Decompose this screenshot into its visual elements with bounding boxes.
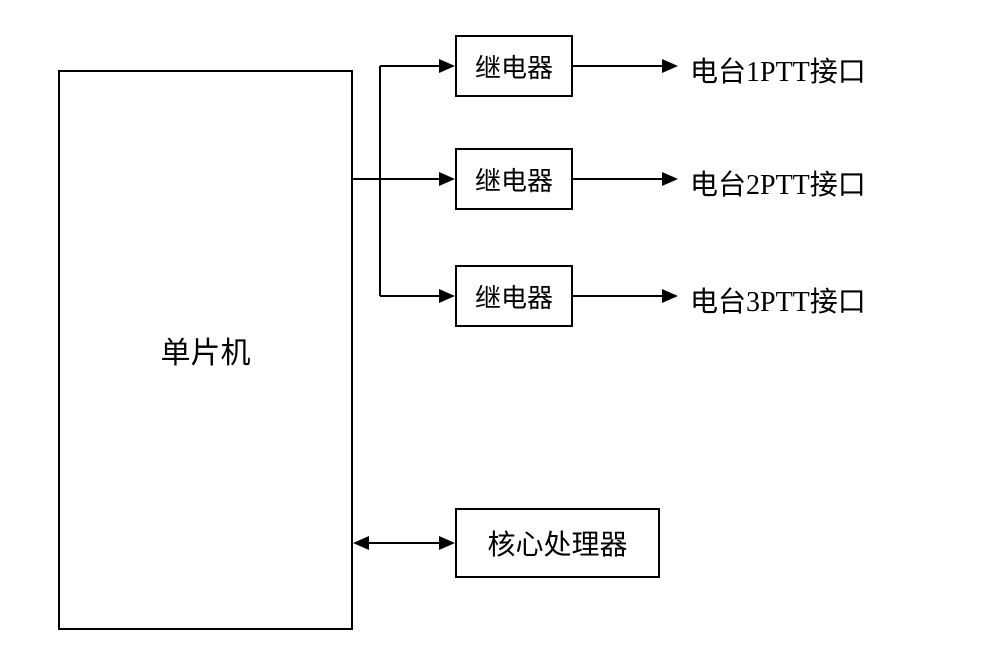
relay-box-2: 继电器 (455, 148, 573, 210)
core-processor-box: 核心处理器 (455, 508, 660, 578)
output-label-1: 电台1PTT接口 (690, 50, 866, 90)
mcu-box: 单片机 (58, 70, 353, 630)
relay-box-1: 继电器 (455, 35, 573, 97)
relay-box-3: 继电器 (455, 265, 573, 327)
diagram-canvas: 单片机继电器继电器继电器核心处理器电台1PTT接口电台2PTT接口电台3PTT接… (0, 0, 1000, 659)
output-label-3: 电台3PTT接口 (690, 280, 866, 320)
output-label-2: 电台2PTT接口 (690, 163, 866, 203)
